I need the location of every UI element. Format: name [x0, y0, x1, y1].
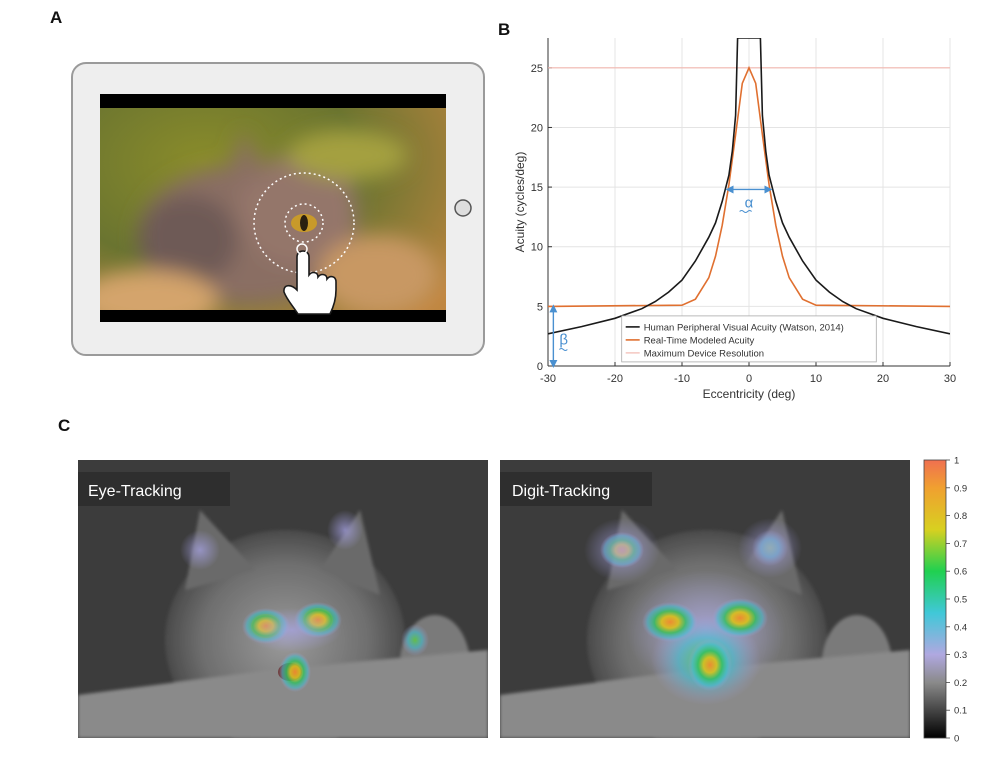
- x-tick-label: -30: [540, 373, 556, 385]
- x-axis-label: Eccentricity (deg): [703, 387, 796, 401]
- eye-tracking-heatmap: [78, 460, 488, 738]
- panel-letter-b: B: [498, 20, 511, 39]
- x-tick-label: 20: [877, 373, 889, 385]
- colorbar-tick-label: 0.2: [954, 678, 967, 689]
- legend-entry: Maximum Device Resolution: [644, 348, 764, 359]
- tablet-illustration: [71, 62, 485, 356]
- colorbar: [923, 459, 947, 739]
- colorbar-tick-label: 0.6: [954, 567, 967, 578]
- colorbar-tick-label: 0.3: [954, 650, 967, 661]
- legend-entry: Real-Time Modeled Acuity: [644, 335, 755, 346]
- y-tick-label: 0: [537, 361, 543, 373]
- colorbar-tick-label: 0.9: [954, 483, 967, 494]
- series-line-1: [548, 38, 950, 335]
- y-tick-label: 15: [531, 182, 543, 194]
- x-tick-label: 10: [810, 373, 822, 385]
- colorbar-tick-label: 0.4: [954, 622, 967, 633]
- digit-tracking-label: Digit-Tracking: [512, 483, 610, 500]
- tablet-screen: [100, 94, 446, 322]
- y-tick-label: 20: [531, 122, 543, 134]
- x-tick-label: -10: [674, 373, 690, 385]
- panel-letter-a: A: [50, 8, 63, 27]
- legend-entry: Human Peripheral Visual Acuity (Watson, …: [644, 322, 844, 333]
- hand-pointer-icon: [283, 250, 337, 315]
- eye-tracking-label: Eye-Tracking: [88, 483, 182, 500]
- y-tick-label: 25: [531, 63, 543, 75]
- y-tick-label: 10: [531, 242, 543, 254]
- colorbar-tick-label: 0.1: [954, 706, 967, 717]
- y-axis-label: Acuity (cycles/deg): [513, 152, 527, 253]
- y-tick-label: 5: [537, 301, 543, 313]
- x-tick-label: 30: [944, 373, 956, 385]
- home-button-icon: [454, 199, 472, 217]
- heatmap-panels: Eye-Tracking Digit-Tracking 1 0.9 0.8 0.7 0.…: [78, 456, 967, 745]
- alpha-underline: [739, 209, 752, 213]
- colorbar-tick-label: 0.7: [954, 539, 967, 550]
- digit-tracking-heatmap: [500, 460, 910, 738]
- colorbar-tick-label: 0.5: [954, 595, 967, 606]
- acuity-chart: -30 -20 -10 0 10 20 30 0 5 10 15 20 25 Eccentricity (…: [513, 38, 956, 401]
- x-tick-label: -20: [607, 373, 623, 385]
- beta-label: β: [559, 332, 568, 349]
- legend-box: [621, 315, 877, 363]
- series-line-2: [548, 65, 950, 308]
- colorbar-tick-label: 1: [954, 456, 959, 467]
- colorbar-tick-label: 0: [954, 734, 959, 745]
- x-tick-label: 0: [746, 373, 752, 385]
- panel-letter-c: C: [58, 416, 71, 435]
- colorbar-tick-label: 0.8: [954, 511, 967, 522]
- alpha-label: α: [745, 194, 754, 211]
- colorbar-ticks: 1 0.9 0.8 0.7 0.6 0.5 0.4 0.3 0.2 0.1 0: [946, 456, 967, 745]
- beta-underline: [559, 348, 568, 352]
